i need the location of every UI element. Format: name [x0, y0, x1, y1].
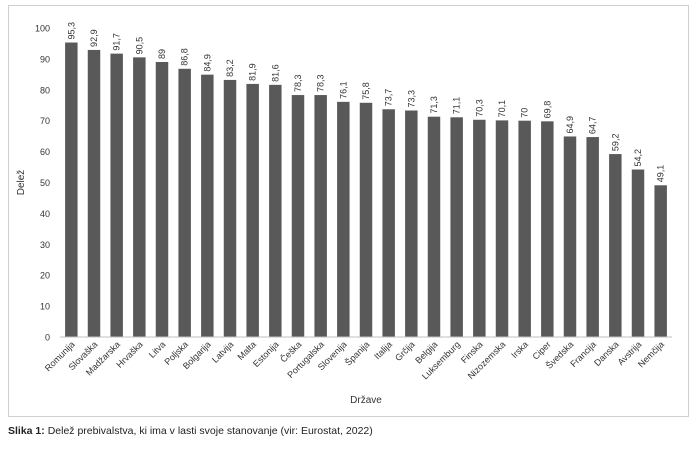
bar [337, 101, 350, 337]
value-label: 73,7 [384, 89, 394, 107]
bar [609, 154, 622, 337]
value-label: 81,6 [270, 64, 280, 82]
y-tick-label: 30 [40, 240, 50, 250]
value-label: 70,3 [474, 99, 484, 117]
y-tick-label: 80 [40, 85, 50, 95]
bar [405, 110, 418, 338]
value-label: 81,9 [248, 63, 258, 81]
bar [291, 95, 305, 337]
value-label: 73,3 [406, 90, 416, 108]
value-label: 70 [520, 108, 530, 118]
bar [473, 119, 486, 337]
x-tick-label: Latvija [210, 339, 235, 364]
value-label: 84,9 [202, 54, 212, 72]
value-label: 78,3 [293, 75, 303, 93]
y-tick-label: 70 [40, 116, 50, 126]
y-tick-label: 90 [40, 54, 50, 64]
x-tick-label: Španija [343, 339, 371, 367]
bar [563, 136, 577, 337]
x-tick-label: Italija [372, 339, 394, 361]
bar [450, 117, 463, 338]
caption-text: Delež prebivalstva, ki ima v lasti svoje… [44, 425, 373, 437]
value-label: 92,9 [89, 29, 99, 47]
y-axis-label: Delež [16, 170, 27, 196]
bar [654, 185, 667, 337]
bar [133, 57, 146, 337]
bar [110, 53, 123, 337]
figure-caption: Slika 1: Delež prebivalstva, ki ima v la… [8, 425, 373, 437]
bar-chart: 0 10 20 30 40 50 60 70 80 90 100 95,3 92,9 91,7 90,5 8… [16, 22, 672, 406]
y-tick-label: 10 [40, 302, 50, 312]
bar [382, 109, 395, 337]
bar [518, 120, 531, 337]
y-axis-ticks: 0 10 20 30 40 50 60 70 80 90 100 [35, 24, 50, 343]
value-label: 89 [157, 49, 167, 59]
bar [427, 116, 441, 337]
bar [269, 84, 282, 337]
bar [178, 68, 191, 338]
value-label: 71,3 [429, 96, 439, 114]
value-label: 86,8 [180, 48, 190, 66]
x-tick-label: Francija [568, 339, 598, 369]
bar [155, 61, 169, 338]
y-tick-label: 40 [40, 209, 50, 219]
bar [65, 42, 78, 337]
y-tick-label: 60 [40, 147, 50, 157]
bar [495, 120, 509, 338]
value-labels: 95,3 92,9 91,7 90,5 89 86,8 84,9 83,2 81,9 81,6 78… [66, 22, 665, 182]
y-tick-label: 20 [40, 271, 50, 281]
value-label: 90,5 [134, 37, 144, 55]
value-label: 49,1 [656, 165, 666, 183]
bar [87, 49, 101, 338]
bar [223, 79, 237, 338]
value-label: 71,1 [452, 97, 462, 115]
bar [246, 83, 259, 337]
value-label: 76,1 [338, 81, 348, 99]
value-label: 69,8 [542, 101, 552, 119]
bar [631, 169, 645, 337]
y-tick-label: 0 [45, 333, 50, 343]
value-label: 95,3 [66, 22, 76, 40]
value-label: 78,3 [316, 75, 326, 93]
bar [314, 95, 327, 337]
value-label: 64,7 [588, 117, 598, 135]
value-label: 75,8 [361, 82, 371, 100]
bar [359, 102, 373, 337]
value-label: 83,2 [225, 59, 235, 77]
y-tick-label: 50 [40, 178, 50, 188]
value-label: 59,2 [610, 134, 620, 152]
bars [65, 42, 667, 338]
x-tick-label: Danska [592, 339, 621, 368]
bar [541, 121, 554, 338]
bar [586, 137, 599, 337]
value-label: 64,9 [565, 116, 575, 134]
x-axis-label: Države [350, 395, 382, 406]
caption-label: Slika 1: [8, 425, 45, 437]
value-label: 91,7 [112, 33, 122, 51]
y-tick-label: 100 [35, 24, 50, 34]
x-tick-label: Estonija [251, 339, 281, 369]
value-label: 70,1 [497, 100, 507, 118]
bar [201, 74, 214, 337]
value-label: 54,2 [633, 149, 643, 167]
x-tick-label: Irska [509, 339, 530, 360]
